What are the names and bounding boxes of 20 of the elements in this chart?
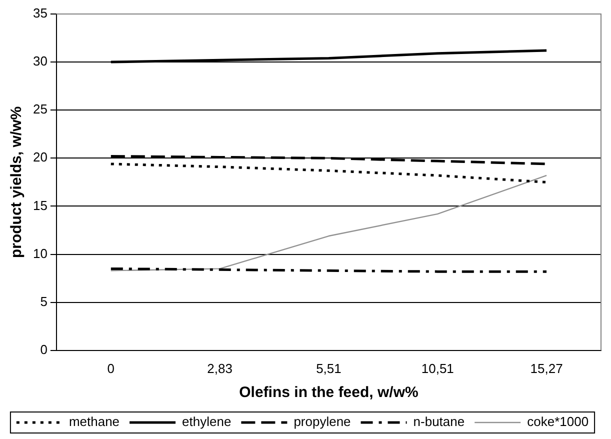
legend-label: propylene: [294, 414, 351, 430]
legend-label: coke*1000: [527, 414, 589, 430]
x-tick-label: 10,51: [421, 360, 454, 376]
x-tick-label: 2,83: [207, 360, 232, 376]
legend-label: ethylene: [182, 414, 232, 430]
y-tick-label: 0: [40, 342, 48, 357]
y-tick-label: 15: [32, 198, 48, 213]
y-tick-label: 5: [40, 294, 48, 309]
y-tick-label: 30: [32, 54, 48, 69]
legend-label: n-butane: [413, 414, 465, 430]
y-tick-label: 20: [32, 150, 48, 165]
x-tick-label: 15,27: [530, 360, 563, 376]
x-axis-title: Olefins in the feed, w/w%: [239, 384, 418, 402]
legend-label: methane: [68, 414, 120, 430]
y-tick-label: 25: [32, 102, 48, 117]
x-tick-label: 5,51: [316, 360, 342, 376]
y-tick-label: 10: [32, 246, 48, 261]
y-tick-label: 35: [32, 6, 48, 21]
y-axis-title: product yields, w/w%: [8, 106, 26, 258]
x-tick-label: 0: [107, 360, 115, 376]
